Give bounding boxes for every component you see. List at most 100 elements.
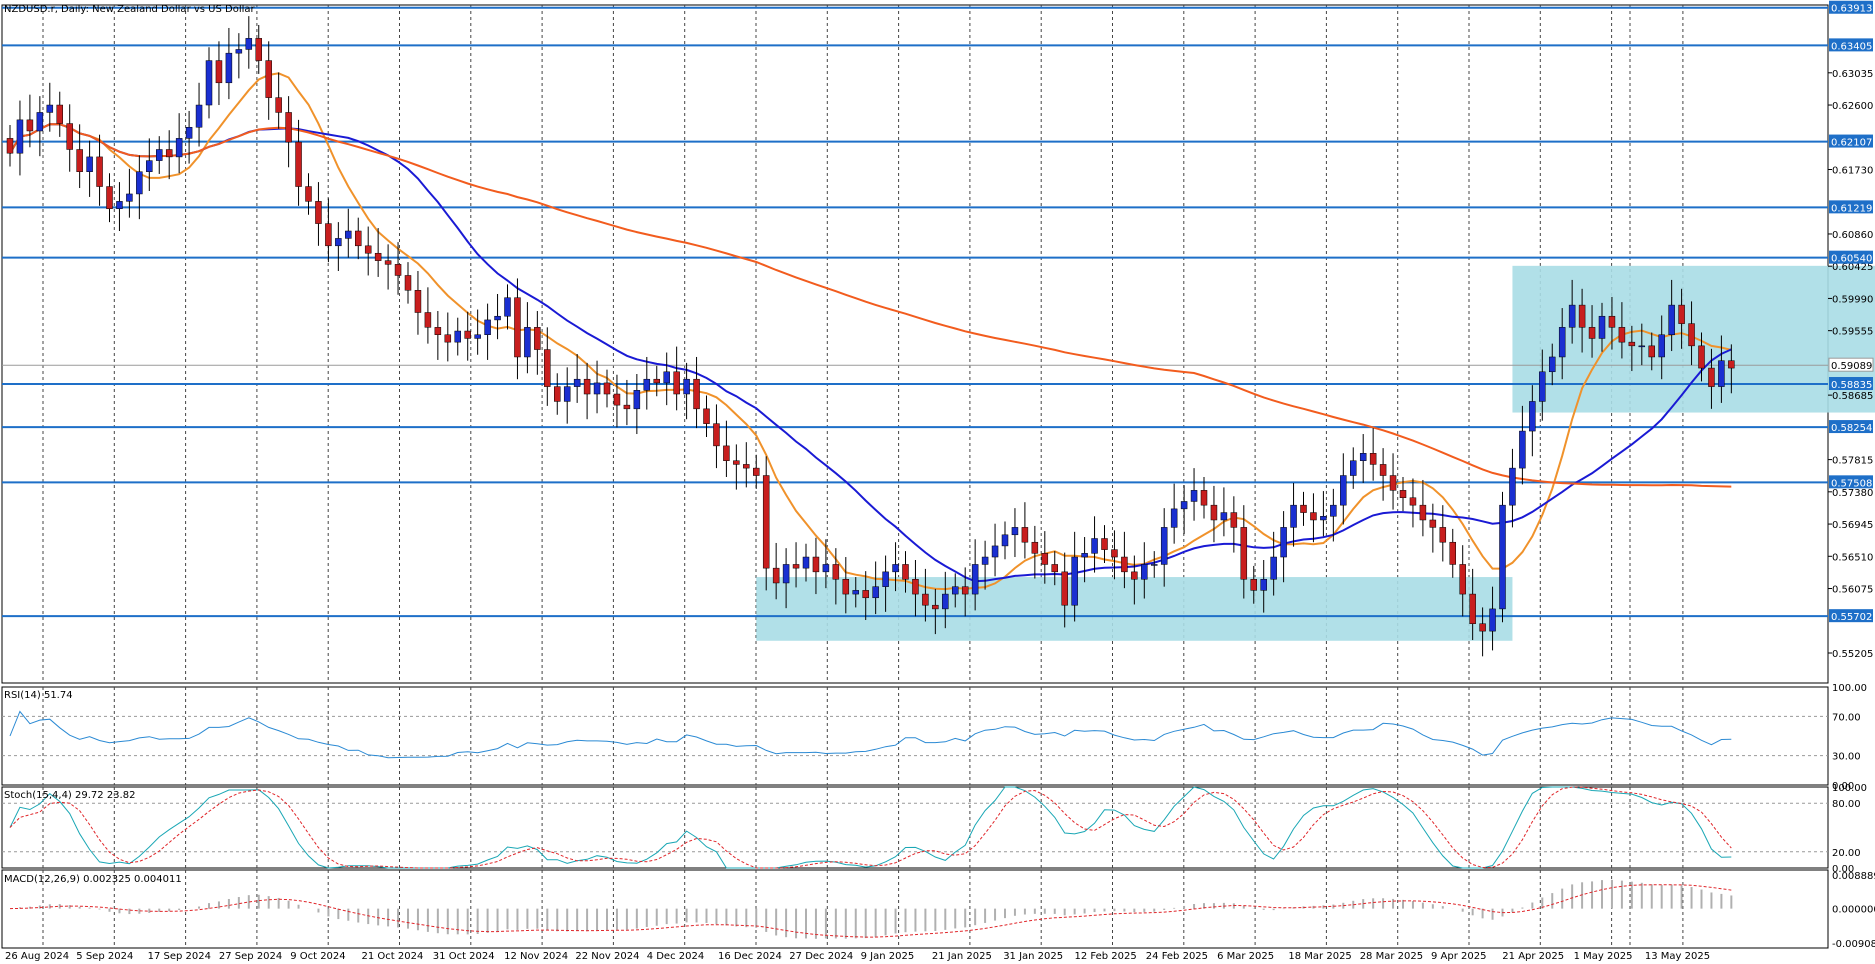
candle (414, 290, 422, 313)
candle (1429, 519, 1437, 528)
price-tick: 0.61730 (1832, 165, 1873, 176)
candle (484, 319, 491, 335)
candle (1688, 323, 1695, 347)
price-tick: 0.57815 (1832, 456, 1873, 467)
candle (76, 149, 83, 172)
price-tick: 0.55205 (1832, 649, 1873, 660)
candle (812, 556, 820, 573)
current-price-value: 0.59089 (1831, 361, 1872, 372)
candle (1340, 475, 1347, 506)
candle (1698, 345, 1705, 369)
moving-average-200 (9, 123, 1732, 488)
candle (832, 564, 840, 580)
candle (1111, 549, 1118, 558)
candle (932, 604, 939, 610)
candle (1409, 497, 1417, 506)
candle (1718, 360, 1725, 387)
candle (1519, 430, 1526, 469)
rsi-label: RSI(14) 51.74 (4, 690, 73, 701)
date-tick: 5 Sep 2024 (76, 951, 133, 962)
stoch-panel: 100.00 80.00 20.00 0.00 (2, 783, 1867, 875)
candle (355, 230, 362, 247)
candle (464, 330, 471, 339)
level-value: 0.62107 (1831, 138, 1872, 149)
date-tick: 1 May 2025 (1574, 951, 1633, 962)
date-tick: 13 May 2025 (1645, 951, 1710, 962)
candle (1469, 593, 1476, 624)
candle (1260, 579, 1267, 591)
date-tick: 12 Feb 2025 (1075, 951, 1137, 962)
candle (1499, 504, 1506, 610)
price-tick: 0.59555 (1832, 327, 1873, 338)
candle (952, 586, 959, 595)
candle (305, 186, 312, 202)
candle (1539, 371, 1546, 402)
candle (1151, 564, 1158, 566)
candle (504, 297, 511, 317)
candle (633, 390, 641, 410)
date-tick: 21 Apr 2025 (1502, 951, 1564, 962)
candle (544, 349, 551, 387)
candle (1459, 564, 1466, 595)
candle (6, 138, 14, 154)
candle (613, 393, 621, 406)
price-tick: 0.56510 (1832, 552, 1873, 563)
candle (1330, 504, 1337, 517)
candle (673, 371, 680, 395)
candle (554, 386, 561, 402)
date-tick: 21 Oct 2024 (362, 951, 424, 962)
candle (753, 467, 760, 476)
date-tick: 18 Mar 2025 (1288, 951, 1351, 962)
date-tick: 9 Oct 2024 (290, 951, 345, 962)
candle (1578, 304, 1586, 328)
candle (1071, 556, 1078, 606)
candle (1270, 556, 1277, 580)
candle (1300, 504, 1307, 513)
candle (1131, 571, 1138, 580)
candle (563, 386, 571, 402)
candle (404, 275, 412, 291)
level-value: 0.57508 (1831, 478, 1872, 489)
candle (573, 378, 581, 387)
candle (782, 564, 790, 584)
candle (842, 579, 850, 595)
date-tick: 27 Sep 2024 (219, 951, 282, 962)
candle (1200, 490, 1208, 506)
candle (424, 312, 432, 328)
candle (1011, 527, 1019, 536)
rsi-level: 30.00 (1832, 752, 1861, 763)
candle (494, 315, 501, 321)
candle (1359, 453, 1367, 461)
chart-title: NZDUSD.r, Daily: New Zealand Dollar vs U… (4, 4, 256, 15)
candle (942, 593, 949, 610)
date-tick: 4 Dec 2024 (647, 951, 705, 962)
rsi-level: 0.00 (1832, 781, 1854, 792)
date-tick: 16 Dec 2024 (718, 951, 782, 962)
level-value: 0.58254 (1831, 423, 1872, 434)
candle (335, 238, 342, 247)
macd-level: -0.009082 (1832, 939, 1875, 950)
candle (1240, 527, 1248, 580)
candle (175, 138, 183, 158)
candle (1290, 504, 1297, 528)
candle (1230, 512, 1238, 528)
candle (713, 423, 720, 447)
stoch-signal-line (9, 786, 1732, 869)
candle (1479, 623, 1486, 632)
price-tick: 0.56945 (1832, 520, 1873, 531)
candle (1369, 453, 1377, 465)
candle (1728, 360, 1735, 369)
candle (1568, 304, 1576, 328)
candle (96, 156, 103, 187)
candle (882, 571, 889, 587)
candle (36, 112, 44, 132)
price-tick: 0.59990 (1832, 294, 1873, 305)
moving-average-20 (9, 72, 1732, 591)
macd-level: 0.000000 (1832, 905, 1875, 916)
candle (912, 579, 919, 595)
candle (892, 564, 899, 573)
candle (862, 590, 869, 599)
price-tick: 0.60425 (1832, 262, 1873, 273)
candle (1608, 315, 1616, 328)
candle (16, 119, 24, 154)
